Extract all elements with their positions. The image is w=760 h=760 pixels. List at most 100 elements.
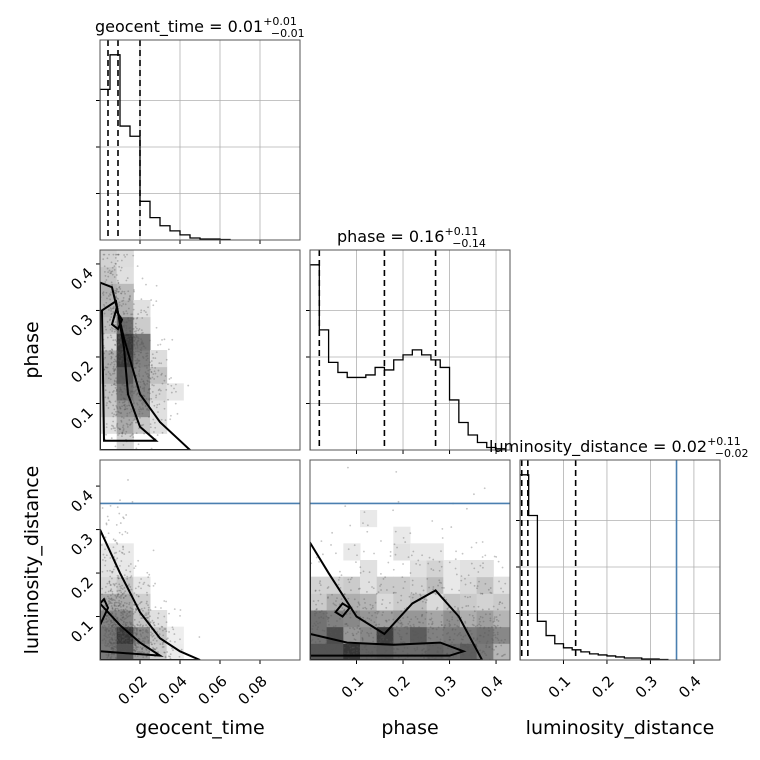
sample-point bbox=[133, 290, 136, 293]
sample-point bbox=[109, 641, 112, 644]
sample-point bbox=[132, 402, 135, 405]
sample-point bbox=[402, 587, 405, 590]
sample-point bbox=[123, 574, 126, 577]
sample-point bbox=[428, 648, 431, 651]
sample-point bbox=[394, 628, 397, 631]
sample-point bbox=[151, 384, 154, 386]
sample-point bbox=[427, 628, 430, 631]
sample-point bbox=[406, 632, 409, 635]
sample-point bbox=[157, 617, 159, 619]
sample-point bbox=[157, 411, 159, 413]
sample-point bbox=[104, 564, 107, 567]
sample-point bbox=[446, 619, 449, 621]
sample-point bbox=[132, 608, 134, 611]
sample-point bbox=[107, 654, 110, 657]
sample-point bbox=[388, 656, 391, 659]
sample-point bbox=[120, 398, 123, 401]
sample-point bbox=[500, 655, 503, 658]
sample-point bbox=[145, 655, 148, 658]
sample-point bbox=[164, 656, 167, 659]
sample-point bbox=[120, 587, 123, 590]
sample-point bbox=[108, 623, 111, 626]
sample-point bbox=[111, 570, 114, 573]
sample-point bbox=[110, 638, 113, 641]
sample-point bbox=[111, 330, 114, 332]
sample-point bbox=[439, 647, 442, 650]
sample-point bbox=[118, 653, 121, 656]
sample-point bbox=[393, 543, 396, 546]
sample-point bbox=[396, 647, 398, 650]
sample-point bbox=[484, 582, 487, 585]
sample-point bbox=[417, 639, 420, 642]
sample-point bbox=[154, 372, 157, 375]
sample-point bbox=[145, 359, 148, 361]
sample-point bbox=[119, 386, 122, 389]
sample-point bbox=[110, 291, 113, 294]
sample-point bbox=[313, 622, 316, 625]
sample-point bbox=[358, 603, 361, 606]
sample-point bbox=[450, 526, 453, 528]
sample-point bbox=[142, 624, 145, 627]
sample-point bbox=[365, 644, 367, 647]
sample-point bbox=[124, 624, 127, 627]
sample-point bbox=[187, 384, 190, 387]
sample-point bbox=[326, 651, 328, 654]
sample-point bbox=[397, 632, 399, 635]
sample-point bbox=[317, 645, 320, 648]
sample-point bbox=[126, 532, 129, 534]
sample-point bbox=[421, 554, 424, 557]
sample-point bbox=[115, 625, 118, 628]
sample-point bbox=[468, 630, 470, 632]
sample-point bbox=[134, 421, 137, 424]
sample-point bbox=[151, 353, 154, 356]
sample-point bbox=[314, 624, 317, 627]
sample-point bbox=[110, 313, 113, 316]
sample-point bbox=[106, 297, 108, 300]
sample-point bbox=[385, 638, 388, 641]
sample-point bbox=[460, 638, 463, 641]
sample-point bbox=[361, 630, 364, 632]
sample-point bbox=[160, 362, 163, 365]
sample-point bbox=[140, 329, 143, 332]
sample-point bbox=[136, 362, 139, 364]
sample-point bbox=[408, 620, 411, 623]
tick-label-x: 0.4 bbox=[675, 672, 705, 702]
sample-point bbox=[119, 359, 121, 362]
sample-point bbox=[123, 586, 126, 589]
sample-point bbox=[117, 253, 120, 256]
sample-point bbox=[179, 609, 182, 611]
sample-point bbox=[320, 540, 323, 543]
sample-point bbox=[167, 348, 170, 351]
sample-point bbox=[109, 620, 112, 622]
sample-point bbox=[119, 595, 122, 598]
sample-point bbox=[402, 641, 405, 643]
sample-point bbox=[133, 336, 135, 339]
sample-point bbox=[148, 399, 151, 401]
sample-point bbox=[487, 626, 490, 629]
sample-point bbox=[427, 562, 430, 565]
sample-point bbox=[426, 577, 429, 580]
sample-point bbox=[492, 629, 495, 631]
sample-point bbox=[118, 406, 121, 408]
sample-point bbox=[112, 583, 115, 585]
sample-point bbox=[474, 625, 477, 628]
sample-point bbox=[332, 625, 335, 628]
sample-point bbox=[116, 381, 118, 384]
sample-point bbox=[410, 626, 413, 629]
sample-point bbox=[160, 607, 162, 609]
sample-point bbox=[375, 616, 378, 619]
sample-point bbox=[318, 651, 321, 654]
sample-point bbox=[112, 633, 114, 635]
sample-point bbox=[482, 635, 485, 638]
sample-point bbox=[151, 400, 154, 403]
sample-point bbox=[126, 277, 129, 279]
density-cell bbox=[116, 250, 134, 268]
sample-point bbox=[153, 370, 156, 373]
sample-point bbox=[126, 609, 129, 612]
sample-point bbox=[111, 628, 114, 631]
sample-point bbox=[338, 576, 341, 579]
sample-point bbox=[504, 653, 506, 656]
sample-point bbox=[130, 313, 133, 316]
sample-point bbox=[483, 627, 485, 630]
sample-point bbox=[118, 286, 121, 289]
